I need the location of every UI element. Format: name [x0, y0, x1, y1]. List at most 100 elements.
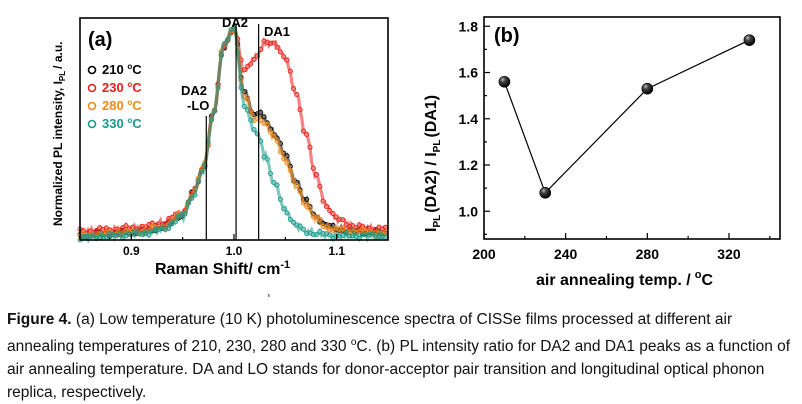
- spectrum-point: [225, 36, 231, 42]
- spectrum-series-1: [77, 24, 389, 236]
- ratio-line: [503, 39, 750, 194]
- spectrum-line-0: [79, 24, 389, 242]
- spectrum-point: [228, 26, 234, 33]
- panel-a-ticks: 0.9 1.0 1.1: [79, 234, 389, 258]
- spectrum-point: [113, 232, 119, 239]
- spectrum-point: [310, 214, 316, 220]
- ratio-point-280: [641, 82, 654, 95]
- panel-b-frame: [483, 16, 781, 240]
- legend-label-210: 210 oC: [102, 62, 142, 77]
- spectrum-point: [199, 169, 205, 175]
- spectrum-point: [297, 189, 303, 195]
- spectrum-point: [366, 232, 372, 238]
- peak-label-da2-lo-top: DA2: [181, 83, 207, 98]
- spectrum-point: [277, 196, 283, 202]
- spectrum-point: [212, 108, 218, 114]
- panel-b-points: [498, 34, 756, 199]
- spectrum-point: [320, 230, 326, 237]
- legend-label-230: 230 oC: [102, 80, 142, 95]
- spectrum-point: [251, 127, 257, 133]
- panel-b-xtick-label: 320: [717, 246, 741, 262]
- spectrum-point: [149, 228, 155, 234]
- spectrum-point: [123, 223, 129, 229]
- legend-marker-280: [87, 101, 97, 111]
- ratio-point-330: [743, 34, 756, 46]
- spectrum-point: [248, 117, 254, 123]
- spectrum-point: [317, 216, 323, 222]
- spectrum-point: [359, 232, 366, 238]
- spectrum-point: [369, 230, 375, 237]
- spectrum-point: [284, 57, 290, 63]
- spectrum-point: [153, 226, 159, 232]
- spectrum-point: [294, 92, 300, 98]
- spectrum-point: [304, 231, 310, 237]
- spectrum-point: [182, 211, 188, 217]
- legend-label-330: 330 oC: [102, 116, 142, 131]
- spectrum-point: [87, 233, 93, 240]
- spectrum-series-2: [77, 23, 389, 242]
- panel-b-ytick-label: 1.6: [459, 65, 479, 81]
- spectrum-point: [179, 212, 185, 218]
- spectrum-point: [245, 107, 251, 113]
- spectrum-point: [110, 231, 116, 237]
- spectrum-point: [300, 226, 306, 232]
- legend-marker-230: [87, 83, 97, 93]
- spectrum-point: [238, 84, 244, 90]
- panel-a-xlabel: Raman Shift/ cm-1: [155, 259, 290, 278]
- spectrum-point: [297, 107, 303, 113]
- panel-b-xtick-label: 280: [636, 246, 660, 262]
- panel-b-label: (b): [494, 25, 520, 47]
- spectrum-point: [100, 234, 106, 240]
- spectrum-point: [93, 228, 99, 234]
- spectrum-point: [327, 208, 333, 214]
- spectrum-point: [254, 53, 260, 59]
- panel-b-ytick-label: 1.0: [459, 203, 479, 219]
- spectrum-point: [294, 222, 300, 228]
- spectrum-point: [290, 86, 297, 92]
- peak-label-da1: DA1: [264, 24, 290, 39]
- spectrum-point: [320, 198, 326, 204]
- spectrum-point: [130, 231, 136, 237]
- spectrum-point: [346, 223, 352, 229]
- panel-b-xlabel: air annealing temp. / oC: [536, 269, 713, 289]
- legend-label-280: 280 oC: [102, 98, 142, 113]
- spectrum-point: [159, 224, 165, 230]
- spectrum-point: [189, 195, 195, 201]
- spectrum-point: [271, 40, 277, 46]
- spectrum-point: [264, 121, 270, 127]
- spectrum-point: [271, 179, 277, 186]
- spectrum-point: [261, 121, 267, 127]
- spectrum-point: [264, 39, 270, 45]
- spectrum-point: [274, 138, 280, 144]
- spectrum-point: [336, 216, 343, 222]
- spectrum-point: [267, 129, 274, 135]
- spectrum-point: [166, 215, 172, 222]
- spectrum-point: [241, 103, 247, 109]
- spectrum-point: [248, 61, 254, 67]
- spectrum-point: [267, 40, 274, 46]
- spectrum-point: [80, 234, 86, 240]
- spectrum-point: [107, 230, 113, 236]
- spectrum-point: [162, 226, 168, 233]
- spectrum-point: [313, 214, 320, 220]
- caption-degree-sup: o: [350, 337, 357, 348]
- spectrum-point: [277, 49, 283, 55]
- spectrum-point: [254, 131, 260, 137]
- spectrum-point: [116, 232, 122, 238]
- spectrum-point: [330, 227, 336, 233]
- panel-a-ylabel: Normalized PL intensity, IPL/ a.u.: [51, 42, 67, 227]
- spectrum-point: [313, 231, 320, 238]
- spectrum-point: [323, 203, 329, 210]
- spectrum-point: [307, 144, 313, 150]
- spectrum-point: [300, 128, 306, 134]
- spectrum-point: [307, 206, 313, 212]
- panel-b-xtick-label: 240: [554, 246, 578, 262]
- spectrum-point: [284, 153, 290, 159]
- spectrum-point: [320, 223, 326, 229]
- spectrum-point: [290, 177, 297, 183]
- spectrum-point: [379, 234, 385, 240]
- spectrum-line-2: [79, 23, 389, 242]
- panel-b-ylabel: IPL(DA2) / IPL(DA1): [423, 95, 443, 232]
- spectrum-point: [336, 226, 343, 232]
- panel-b-connecting-line: [503, 39, 750, 194]
